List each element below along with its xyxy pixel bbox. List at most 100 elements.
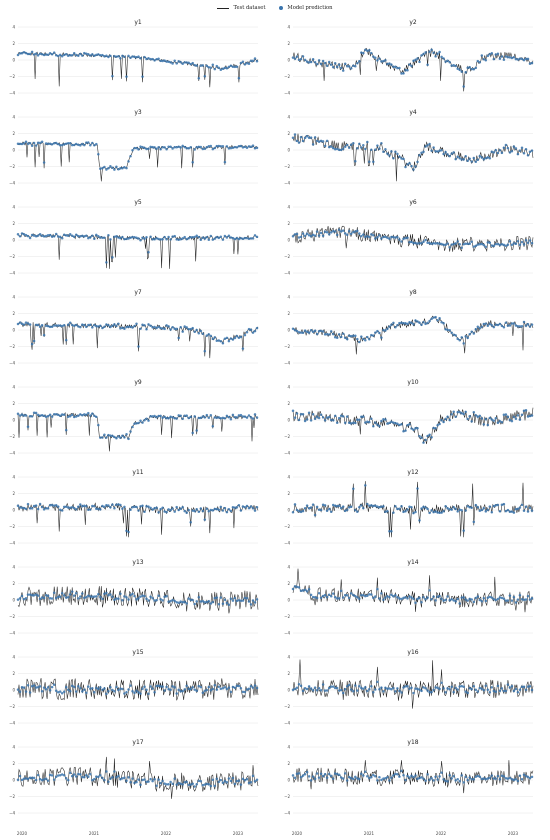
prediction-point xyxy=(516,152,520,156)
y-tick-label: −4 xyxy=(9,811,15,816)
prediction-point xyxy=(79,413,82,416)
prediction-point xyxy=(530,775,534,779)
prediction-point xyxy=(32,339,36,343)
prediction-point xyxy=(54,232,58,236)
prediction-point xyxy=(151,415,154,418)
prediction-point xyxy=(474,160,478,164)
prediction-point xyxy=(117,55,120,58)
prediction-point xyxy=(133,55,136,59)
prediction-point xyxy=(175,62,178,65)
prediction-point xyxy=(297,509,301,513)
prediction-point xyxy=(420,242,423,245)
prediction-point xyxy=(255,598,259,601)
prediction-point xyxy=(143,685,146,688)
prediction-point xyxy=(434,315,437,319)
prediction-point xyxy=(193,148,196,151)
prediction-point xyxy=(167,687,170,691)
prediction-point xyxy=(356,61,359,65)
prediction-point xyxy=(213,336,217,339)
prediction-point xyxy=(97,687,100,691)
prediction-point xyxy=(203,74,207,78)
prediction-point xyxy=(339,335,343,339)
y-tick-label: 0 xyxy=(287,328,290,333)
prediction-point xyxy=(83,235,86,238)
prediction-point xyxy=(490,686,494,689)
prediction-point xyxy=(430,777,433,780)
prediction-point xyxy=(506,508,510,512)
prediction-point xyxy=(129,593,132,597)
prediction-point xyxy=(480,417,484,420)
prediction-point xyxy=(410,64,413,68)
prediction-point xyxy=(225,687,229,691)
prediction-point xyxy=(141,323,144,326)
prediction-point xyxy=(454,415,457,419)
prediction-point xyxy=(325,64,329,67)
prediction-point xyxy=(187,147,190,150)
prediction-point xyxy=(58,235,62,239)
prediction-point xyxy=(426,434,429,438)
prediction-point xyxy=(432,510,435,514)
prediction-point xyxy=(179,600,182,603)
prediction-point xyxy=(484,322,488,325)
prediction-point xyxy=(440,419,443,422)
prediction-point xyxy=(408,422,411,426)
prediction-point xyxy=(510,150,514,153)
prediction-point xyxy=(101,166,104,170)
prediction-point xyxy=(241,777,245,781)
prediction-point xyxy=(364,685,367,689)
prediction-point xyxy=(295,232,299,236)
prediction-point xyxy=(426,507,429,511)
prediction-point xyxy=(333,230,337,233)
prediction-point xyxy=(24,140,28,144)
prediction-point xyxy=(386,327,389,331)
prediction-point xyxy=(480,777,484,781)
prediction-point xyxy=(352,334,355,338)
prediction-point xyxy=(16,53,20,57)
prediction-point xyxy=(319,772,323,776)
prediction-point xyxy=(235,146,239,149)
prediction-point xyxy=(143,419,146,422)
prediction-point xyxy=(506,415,510,419)
prediction-point xyxy=(307,411,311,414)
prediction-point xyxy=(85,141,88,144)
prediction-point xyxy=(113,689,116,693)
prediction-point xyxy=(103,325,106,328)
prediction-point xyxy=(42,161,46,164)
prediction-point xyxy=(293,57,297,60)
prediction-point xyxy=(18,321,22,324)
prediction-point xyxy=(177,781,180,785)
prediction-point xyxy=(115,165,118,169)
y-tick-label: −2 xyxy=(9,74,15,79)
prediction-point xyxy=(129,430,132,433)
prediction-point xyxy=(28,593,32,596)
prediction-point xyxy=(448,508,451,511)
prediction-point xyxy=(512,55,516,59)
prediction-point xyxy=(241,146,245,149)
prediction-point xyxy=(139,595,142,598)
prediction-point xyxy=(494,149,498,152)
prediction-point xyxy=(446,328,449,332)
prediction-point xyxy=(492,777,496,780)
y-tick-label: 2 xyxy=(12,311,15,316)
prediction-point xyxy=(321,330,325,333)
prediction-point xyxy=(197,77,201,80)
prediction-point xyxy=(205,688,209,692)
prediction-point xyxy=(255,416,259,419)
prediction-point xyxy=(368,235,371,239)
prediction-point xyxy=(72,235,76,238)
prediction-point xyxy=(430,48,433,52)
prediction-point xyxy=(32,411,36,414)
prediction-point xyxy=(44,234,48,238)
prediction-point xyxy=(233,237,237,241)
prediction-point xyxy=(362,774,365,777)
prediction-point xyxy=(183,414,186,417)
prediction-point xyxy=(111,166,114,169)
y-tick-label: −4 xyxy=(284,721,290,726)
prediction-point xyxy=(205,145,209,149)
prediction-point xyxy=(498,689,502,692)
prediction-point xyxy=(329,418,333,422)
prediction-point xyxy=(221,144,225,148)
prediction-point xyxy=(440,242,443,246)
y-tick-label: 0 xyxy=(287,598,290,603)
